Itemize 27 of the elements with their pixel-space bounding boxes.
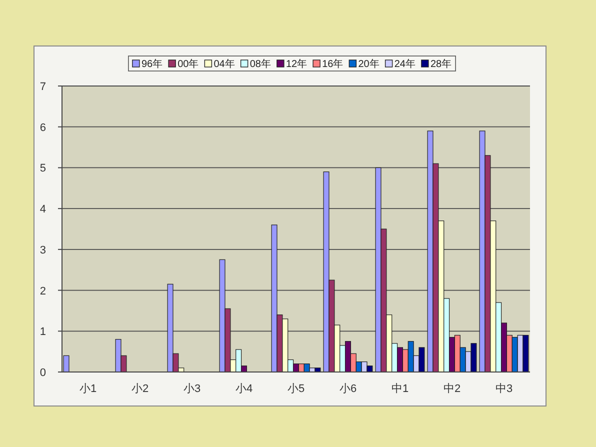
- y-tick-label: 0: [40, 367, 46, 379]
- x-tick-label: 小1: [79, 382, 97, 395]
- x-tick-label: 中2: [443, 382, 461, 395]
- legend-label: 96年: [141, 58, 163, 70]
- x-tick-label: 中3: [495, 382, 513, 395]
- legend-label: 08年: [250, 58, 271, 70]
- y-tick-label: 5: [40, 162, 46, 175]
- y-tick-label: 3: [40, 244, 46, 256]
- bar: [63, 355, 70, 372]
- legend-label: 24年: [394, 58, 416, 70]
- y-tick-label: 1: [40, 326, 46, 338]
- x-tick-label: 中1: [391, 382, 409, 395]
- legend-label: 16年: [322, 58, 344, 70]
- x-tick-label: 小6: [339, 382, 357, 395]
- legend-label: 20年: [358, 58, 380, 70]
- y-tick-label: 2: [40, 285, 46, 298]
- legend-label: 00年: [178, 58, 199, 70]
- x-tick-label: 小5: [287, 382, 305, 395]
- y-tick-label: 7: [40, 81, 46, 93]
- legend-label: 04年: [214, 58, 235, 70]
- legend-label: 12年: [286, 58, 308, 70]
- legend-label: 28年: [430, 58, 452, 70]
- y-tick-label: 4: [40, 204, 46, 216]
- x-tick-label: 小4: [235, 382, 253, 395]
- x-tick-label: 小2: [131, 382, 149, 395]
- x-tick-label: 小3: [183, 382, 201, 395]
- y-tick-label: 6: [40, 122, 46, 134]
